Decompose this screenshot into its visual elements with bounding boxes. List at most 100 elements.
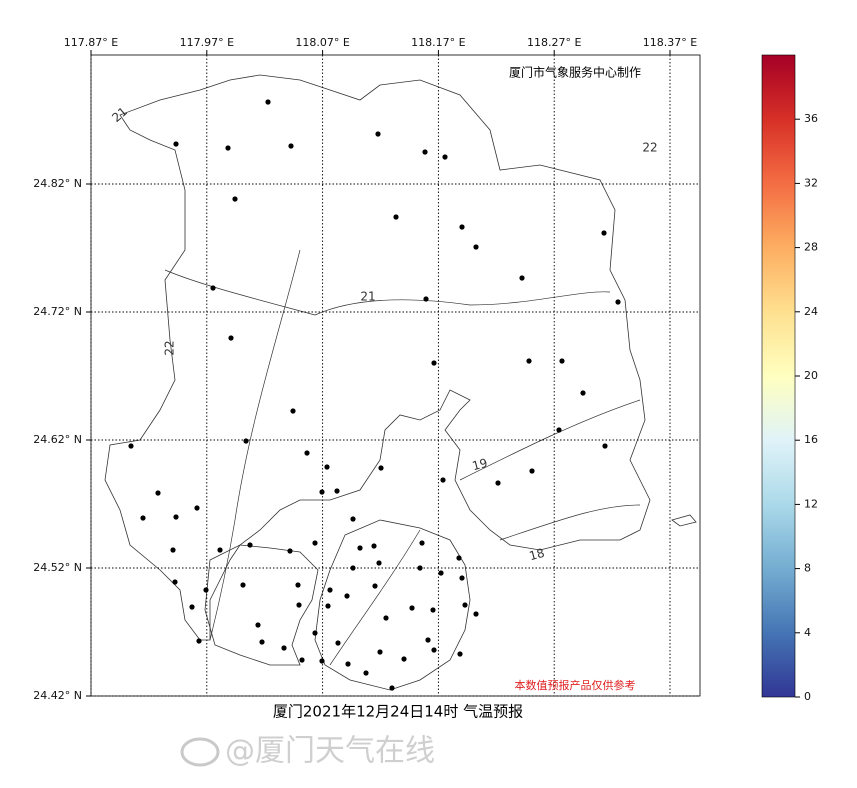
x-tick-label: 118.07° E xyxy=(295,36,349,49)
station-dot xyxy=(255,622,261,628)
station-dot xyxy=(401,656,407,662)
station-dot xyxy=(335,640,341,646)
colorbar-label: 16 xyxy=(804,433,818,446)
station-dot xyxy=(173,514,179,520)
y-tick-label: 24.52° N xyxy=(33,561,82,574)
station-dot xyxy=(170,547,176,553)
station-dot xyxy=(210,285,216,291)
station-dot xyxy=(155,490,161,496)
y-tick-label: 24.42° N xyxy=(33,689,82,702)
station-dot xyxy=(378,465,384,471)
station-dot xyxy=(422,149,428,155)
station-dot xyxy=(240,582,246,588)
colorbar-label: 36 xyxy=(804,112,818,125)
small-island xyxy=(671,514,697,527)
station-dot xyxy=(196,638,202,644)
contour-line xyxy=(499,504,641,541)
contour-line xyxy=(329,529,421,666)
station-dot xyxy=(344,593,350,599)
stations xyxy=(128,99,621,691)
station-dot xyxy=(334,488,340,494)
x-tick-label: 117.97° E xyxy=(180,36,234,49)
colorbar-label: 4 xyxy=(804,626,811,639)
credit: 厦门市气象服务中心制作 xyxy=(509,65,641,80)
colorbar-label: 12 xyxy=(804,497,818,510)
station-dot xyxy=(419,540,425,546)
contour-label: 18 xyxy=(528,546,546,563)
station-dot xyxy=(417,565,423,571)
station-dot xyxy=(319,658,325,664)
station-dot xyxy=(281,645,287,651)
disclaimer: 本数值预报产品仅供参考 xyxy=(515,678,636,692)
station-dot xyxy=(556,427,562,433)
station-dot xyxy=(371,543,377,549)
station-dot xyxy=(288,143,294,149)
station-dot xyxy=(295,582,301,588)
land xyxy=(104,74,697,691)
map-frame xyxy=(90,54,701,697)
contour-label: 21 xyxy=(360,290,375,304)
station-dot xyxy=(389,685,395,691)
station-dot xyxy=(357,545,363,551)
station-dot xyxy=(377,649,383,655)
xiamen-island xyxy=(314,519,471,691)
station-dot xyxy=(529,468,535,474)
station-dot xyxy=(363,670,369,676)
graticule: 117.87° E 117.97° E 118.07° E 118.17° E 118.… xyxy=(33,36,700,702)
station-dot xyxy=(425,637,431,643)
station-dot xyxy=(430,607,436,613)
colorbar-label: 32 xyxy=(804,176,818,189)
map-title: 厦门2021年12月24日14时 气温预报 xyxy=(273,703,523,721)
station-dot xyxy=(312,540,318,546)
station-dot xyxy=(601,230,607,236)
station-dot xyxy=(580,390,586,396)
station-dot xyxy=(217,547,223,553)
station-dot xyxy=(203,587,209,593)
station-dot xyxy=(459,575,465,581)
colorbar-label: 24 xyxy=(804,305,818,318)
station-dot xyxy=(457,651,463,657)
station-dot xyxy=(225,145,231,151)
watermark: @厦门天气在线 xyxy=(180,734,435,769)
station-dot xyxy=(438,570,444,576)
peninsula xyxy=(204,544,319,666)
station-dot xyxy=(423,296,429,302)
station-dot xyxy=(473,611,479,617)
y-tick-label: 24.82° N xyxy=(33,177,82,190)
station-dot xyxy=(559,358,565,364)
contour-line xyxy=(459,399,641,481)
station-dot xyxy=(325,603,331,609)
contour-line xyxy=(209,249,301,641)
x-tick-label: 117.87° E xyxy=(64,36,118,49)
x-tick-label: 118.27° E xyxy=(527,36,581,49)
station-dot xyxy=(228,335,234,341)
x-tick-label: 118.37° E xyxy=(643,36,697,49)
station-dot xyxy=(299,657,305,663)
contour-line xyxy=(164,269,611,316)
station-dot xyxy=(462,602,468,608)
station-dot xyxy=(327,587,333,593)
station-dot xyxy=(431,647,437,653)
station-dot xyxy=(296,602,302,608)
station-dot xyxy=(473,244,479,250)
colorbar-label: 28 xyxy=(804,241,818,254)
station-dot xyxy=(350,565,356,571)
station-dot xyxy=(140,515,146,521)
station-dot xyxy=(409,605,415,611)
colorbar-label: 8 xyxy=(804,562,811,575)
colorbar-label: 0 xyxy=(804,690,811,703)
station-dot xyxy=(456,555,462,561)
station-dot xyxy=(375,131,381,137)
station-dot xyxy=(602,443,608,449)
contour-label: 21 xyxy=(109,104,130,125)
station-dot xyxy=(615,299,621,305)
station-dot xyxy=(287,548,293,554)
station-dot xyxy=(440,477,446,483)
watermark-logo xyxy=(180,737,220,767)
y-tick-label: 24.62° N xyxy=(33,433,82,446)
station-dot xyxy=(393,214,399,220)
mainland xyxy=(104,74,651,641)
station-dot xyxy=(495,480,501,486)
y-tick-label: 24.72° N xyxy=(33,305,82,318)
